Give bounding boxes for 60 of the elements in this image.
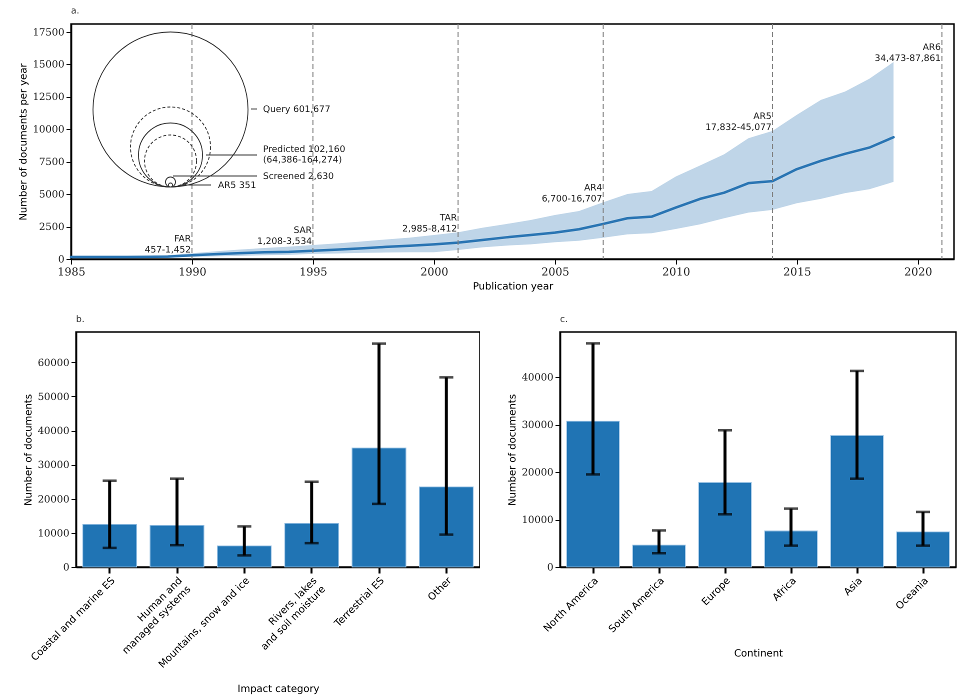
- x-tick-label: 1985: [58, 266, 86, 278]
- bar: [896, 531, 950, 568]
- ref-line-label: SAR 1,208-3,534: [257, 226, 312, 247]
- chart-title: a.: [71, 6, 80, 16]
- y-tick-label: 12500: [32, 92, 64, 104]
- x-tick-label: 2015: [783, 266, 812, 278]
- bar: [764, 530, 818, 568]
- x-axis-title: Continent: [734, 648, 784, 660]
- x-tick-label: 2020: [904, 266, 932, 278]
- y-tick-label: 15000: [32, 60, 64, 71]
- y-axis-title: Number of documents: [24, 394, 35, 506]
- line-series: [70, 136, 895, 258]
- y-tick-label: 20000: [522, 468, 554, 479]
- x-tick-label: 2010: [662, 266, 690, 278]
- bar: [82, 524, 137, 568]
- bar: [284, 522, 339, 568]
- bar: [632, 544, 686, 568]
- y-tick-label: 10000: [522, 515, 554, 526]
- chart-title: b.: [76, 315, 85, 325]
- bar: [217, 545, 272, 568]
- x-axis-title: Publication year: [472, 282, 554, 292]
- y-tick-label: 5000: [39, 190, 64, 201]
- ref-line-label: FAR 457-1,452: [144, 234, 191, 256]
- annotation: AR5 351: [218, 181, 256, 191]
- y-tick-label: 30000: [38, 460, 70, 472]
- x-tick-label: 1995: [299, 266, 328, 278]
- y-axis-title: Number of documents per year: [18, 62, 30, 221]
- bar: [419, 486, 474, 568]
- bar: [698, 482, 752, 568]
- ref-line-label: AR5 17,832-45,077: [705, 112, 772, 133]
- y-tick-label: 40000: [522, 372, 554, 384]
- bar: [830, 435, 884, 568]
- y-tick-label: 30000: [522, 420, 554, 432]
- y-axis-title: Number of documents: [508, 394, 519, 506]
- annotation: Query 601,677: [263, 105, 330, 115]
- ref-line-label: AR6 34,473-87,861: [874, 43, 942, 64]
- y-tick-label: 0: [63, 562, 70, 574]
- y-tick-label: 0: [547, 562, 554, 574]
- ref-line-label: AR4 6,700-16,707: [542, 183, 602, 204]
- y-tick-label: 2500: [39, 222, 64, 234]
- bar: [566, 420, 620, 568]
- x-tick-label: 2005: [541, 266, 570, 278]
- x-axis-title: Impact category: [238, 684, 320, 695]
- chart-title: c.: [560, 315, 568, 325]
- ref-line-label: TAR 2,985-8,412: [402, 213, 458, 234]
- x-tick-label: 2000: [420, 266, 448, 278]
- annotation: Screened 2,630: [263, 172, 334, 182]
- y-tick-label: 10000: [32, 124, 64, 136]
- y-tick-label: 0: [58, 254, 64, 266]
- y-tick-label: 10000: [38, 528, 70, 540]
- annotation: Predicted 102,160 (64,386-164,274): [263, 145, 346, 166]
- y-tick-label: 60000: [38, 358, 70, 369]
- y-tick-label: 50000: [38, 392, 70, 403]
- bar: [150, 524, 204, 568]
- y-tick-label: 17500: [32, 27, 64, 38]
- y-tick-label: 20000: [38, 494, 70, 506]
- bar: [352, 448, 406, 568]
- y-tick-label: 40000: [38, 426, 70, 438]
- y-tick-label: 7500: [39, 157, 64, 168]
- x-tick-label: 1990: [178, 266, 206, 278]
